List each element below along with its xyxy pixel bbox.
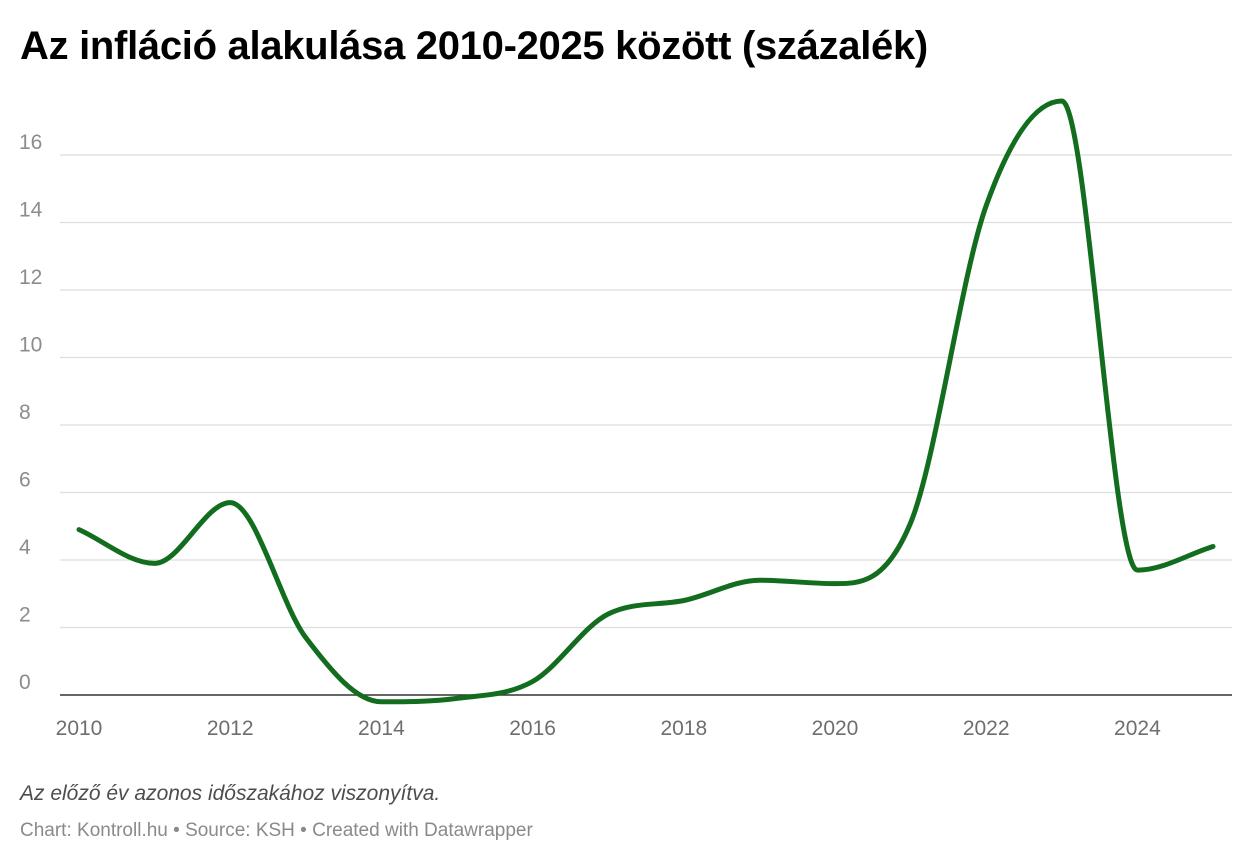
inflation-series-line	[76, 98, 1216, 705]
x-tick-label: 2014	[358, 717, 405, 740]
chart-notes: Az előző év azonos időszakához viszonyít…	[20, 782, 441, 805]
y-axis-ticks: 0 2 4 6 8 10 12 14 16	[19, 131, 43, 694]
y-tick-label: 4	[19, 536, 31, 559]
x-tick-label: 2024	[1114, 717, 1161, 740]
data-point-2019	[756, 577, 762, 583]
x-tick-label: 2016	[509, 717, 556, 740]
y-tick-label: 12	[19, 266, 42, 289]
y-tick-label: 8	[19, 401, 31, 424]
chart-source-footer: Chart: Kontroll.hu • Source: KSH • Creat…	[20, 820, 533, 841]
x-tick-label: 2010	[56, 717, 103, 740]
data-point-2020	[832, 581, 838, 587]
data-point-2012	[227, 500, 233, 506]
data-point-2010	[76, 527, 82, 533]
data-point-2017	[605, 611, 611, 617]
series-layer	[76, 98, 1216, 705]
y-tick-label: 14	[19, 199, 43, 222]
data-point-2015	[454, 695, 460, 701]
data-point-2016	[530, 679, 536, 685]
y-tick-label: 2	[19, 604, 31, 627]
data-point-2023	[1059, 98, 1065, 104]
x-tick-label: 2018	[660, 717, 707, 740]
x-tick-label: 2020	[812, 717, 859, 740]
data-point-2021	[908, 520, 914, 526]
data-point-2018	[681, 598, 687, 604]
y-tick-label: 6	[19, 469, 31, 492]
data-point-2024	[1134, 567, 1140, 573]
data-point-2022	[983, 203, 989, 209]
x-tick-label: 2012	[207, 717, 254, 740]
gridlines	[60, 154, 1232, 696]
data-point-2013	[303, 635, 309, 641]
y-tick-label: 16	[19, 131, 42, 154]
x-axis-ticks: 2010 2012 2014 2016 2018 2020 2022 2024	[56, 717, 1161, 740]
data-point-2011	[152, 560, 158, 566]
y-tick-label: 10	[19, 334, 42, 357]
data-point-2025	[1210, 544, 1216, 550]
x-tick-label: 2022	[963, 717, 1010, 740]
data-point-2014	[378, 699, 384, 705]
y-tick-label: 0	[19, 671, 31, 694]
chart-title: Az infláció alakulása 2010-2025 között (…	[20, 24, 928, 68]
